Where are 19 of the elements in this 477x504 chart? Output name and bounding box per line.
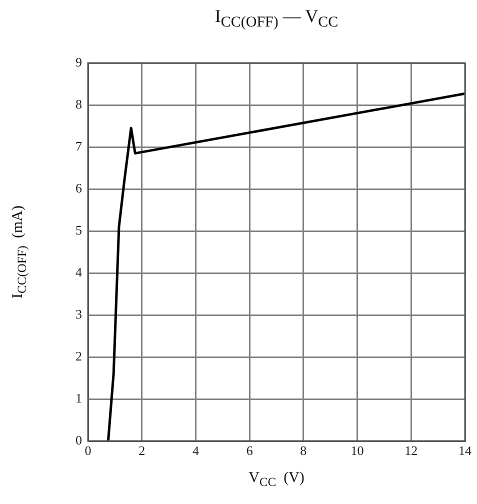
x-tick-label: 8 [300, 443, 307, 458]
y-tick-label: 6 [76, 180, 82, 196]
y-tick-label: 9 [76, 54, 82, 70]
y-tick-label: 4 [76, 264, 82, 280]
y-tick-label: 3 [76, 306, 82, 322]
x-tick-label: 10 [350, 443, 364, 458]
y-tick-label: 5 [76, 222, 82, 238]
y-tick-label: 8 [76, 96, 82, 112]
y-tick-label: 7 [76, 138, 82, 154]
y-tick-label: 2 [76, 348, 82, 364]
y-tick-label: 1 [76, 390, 82, 406]
x-tick-label: 4 [192, 443, 200, 458]
x-tick-label: 14 [458, 443, 472, 458]
y-tick-label: 0 [76, 432, 82, 448]
x-axis-title: V$_{CC}$ (V) [248, 470, 306, 490]
x-tick-label: 6 [246, 443, 254, 458]
chart-title: I$_{CC(OFF)}$ — V$_{CC}$ [214, 6, 340, 32]
x-tick-label: 2 [138, 443, 146, 458]
x-tick-label: 12 [404, 443, 418, 458]
